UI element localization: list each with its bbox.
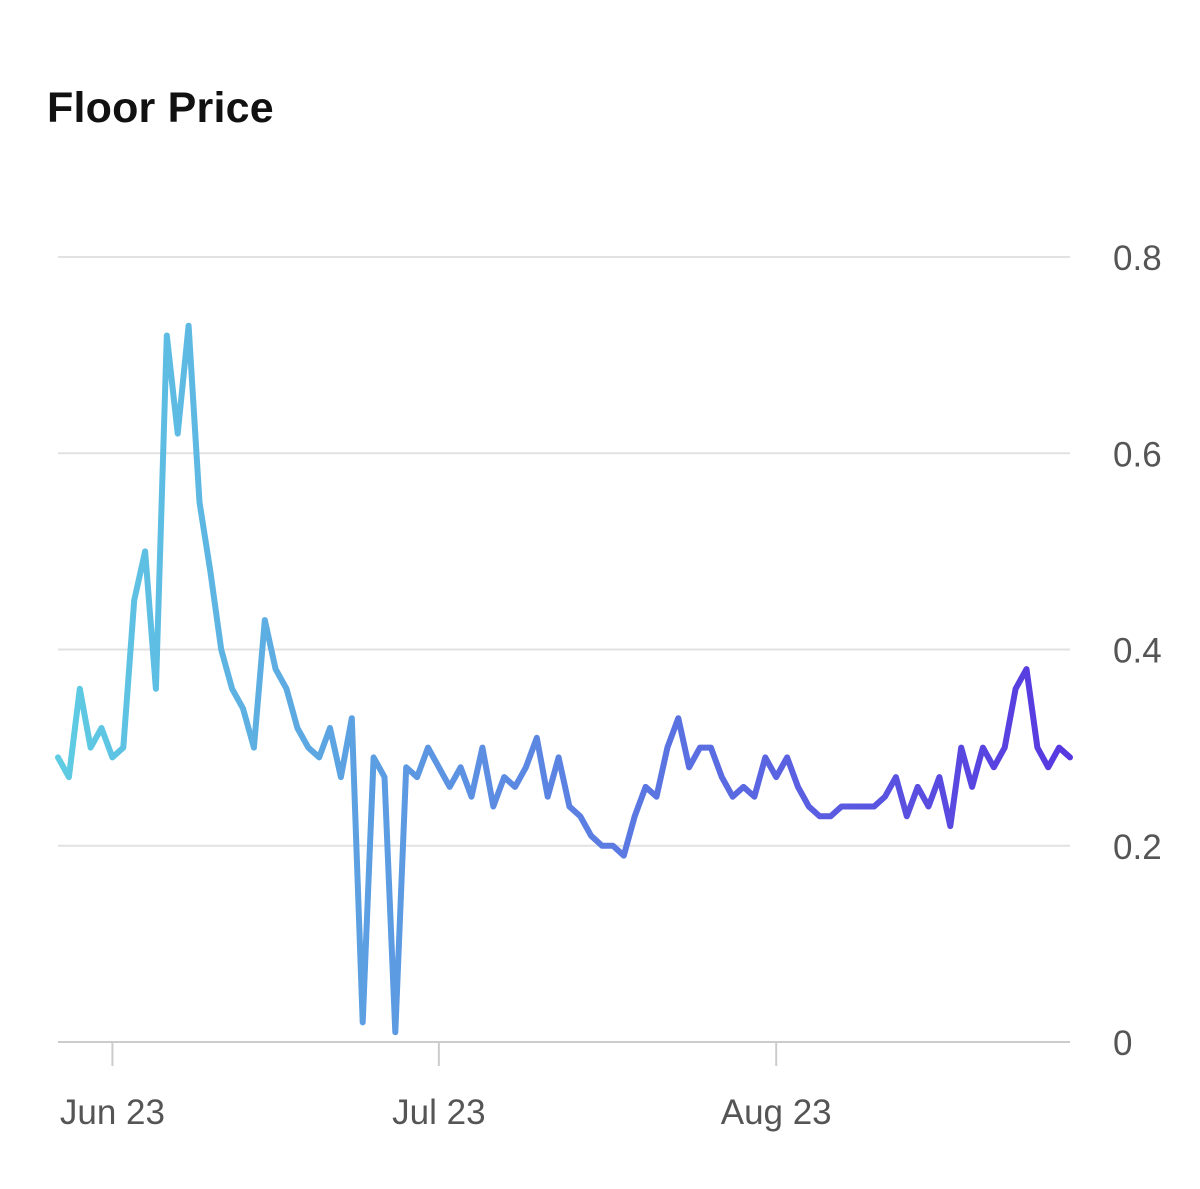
floor-price-line bbox=[55, 322, 1073, 1036]
chart-title: Floor Price bbox=[47, 84, 274, 132]
y-tick-label: 0 bbox=[1113, 1024, 1132, 1063]
y-tick-label: 0.4 bbox=[1113, 632, 1162, 671]
x-tick-label: Aug 23 bbox=[721, 1093, 832, 1132]
y-tick-label: 0.2 bbox=[1113, 828, 1162, 867]
x-tick-label: Jul 23 bbox=[392, 1093, 485, 1132]
x-tick-label: Jun 23 bbox=[60, 1093, 165, 1132]
y-tick-label: 0.6 bbox=[1113, 435, 1162, 474]
y-tick-label: 0.8 bbox=[1113, 239, 1162, 278]
